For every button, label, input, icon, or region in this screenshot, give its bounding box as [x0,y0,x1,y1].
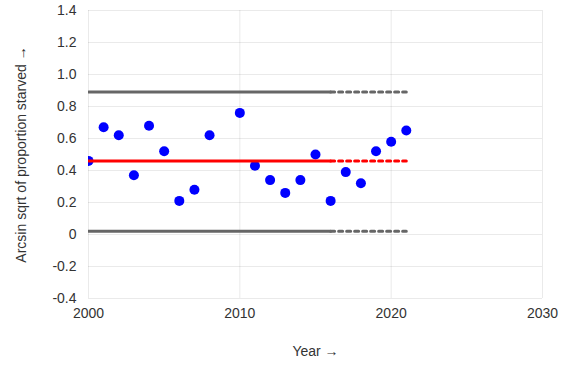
svg-text:0.6: 0.6 [57,130,77,146]
svg-text:1.0: 1.0 [57,66,77,82]
svg-text:0.8: 0.8 [57,98,77,114]
svg-text:Year →: Year → [292,343,338,359]
svg-text:2010: 2010 [224,305,255,321]
svg-text:0.4: 0.4 [57,162,77,178]
svg-text:Arcsin sqrt of proportion star: Arcsin sqrt of proportion starved → [13,46,29,262]
svg-text:2000: 2000 [73,305,104,321]
svg-text:0: 0 [69,226,77,242]
svg-text:2020: 2020 [376,305,407,321]
svg-text:0.2: 0.2 [57,194,77,210]
svg-text:-0.2: -0.2 [52,258,76,274]
svg-text:1.2: 1.2 [57,34,77,50]
svg-text:1.4: 1.4 [57,2,77,18]
svg-text:2030: 2030 [527,305,558,321]
svg-text:-0.4: -0.4 [52,290,76,306]
